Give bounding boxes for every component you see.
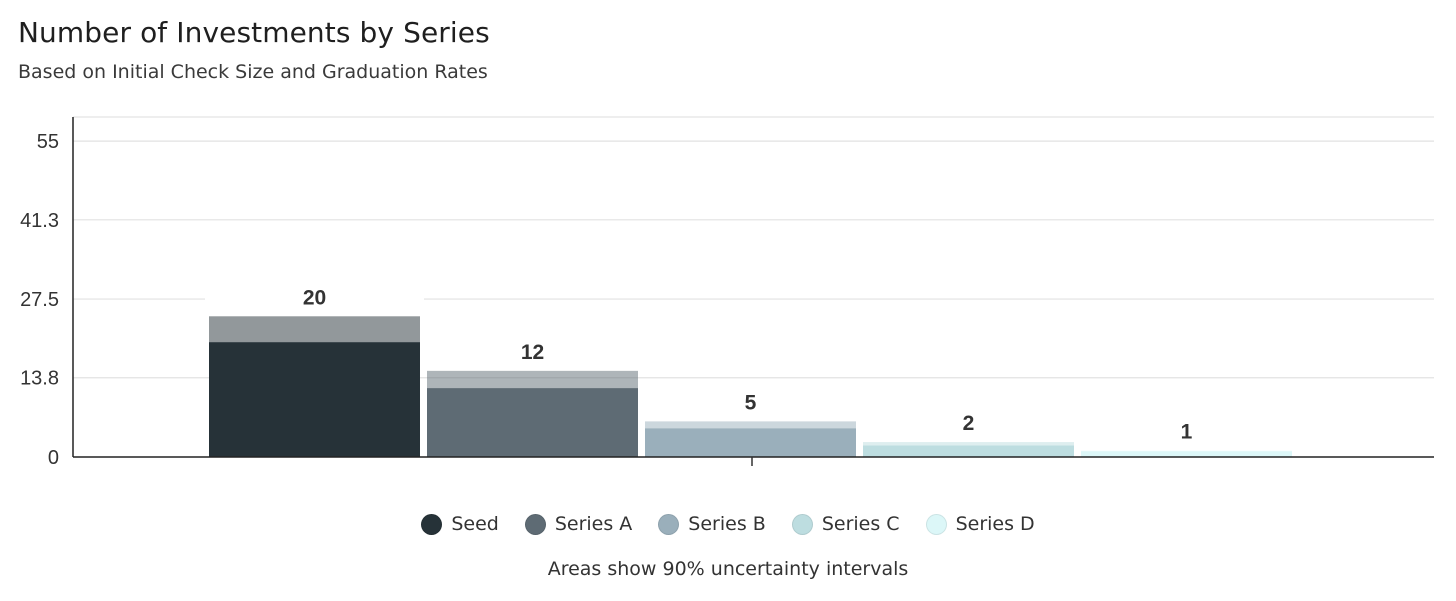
uncertainty-band-series-c (863, 442, 1074, 446)
chart-legend: Seed Series A Series B Series C Series D (0, 513, 1456, 535)
data-label-series-c: 2 (963, 412, 975, 435)
legend-item-series-c[interactable]: Series C (791, 513, 900, 535)
legend-label-seed: Seed (451, 513, 499, 535)
data-label-bg-seed (205, 278, 424, 309)
data-label-series-a: 12 (521, 341, 544, 364)
uncertainty-band-series-b (645, 421, 856, 429)
legend-swatch-series-b (658, 513, 680, 535)
bar-series-a (427, 388, 638, 457)
legend-label-series-b: Series B (688, 513, 766, 535)
chart-title: Number of Investments by Series (18, 16, 490, 49)
legend-item-series-b[interactable]: Series B (658, 513, 766, 535)
legend-item-series-a[interactable]: Series A (524, 513, 633, 535)
data-label-seed: 20 (303, 286, 326, 309)
bar-series-d (1081, 451, 1292, 457)
y-tick-label-1: 13.8 (20, 368, 59, 390)
bar-seed (209, 342, 420, 457)
legend-swatch-series-c (791, 513, 813, 535)
data-label-series-b: 5 (745, 391, 757, 414)
y-tick-label-3: 41.3 (20, 210, 59, 232)
chart-subtitle: Based on Initial Check Size and Graduati… (18, 61, 488, 83)
legend-label-series-c: Series C (821, 513, 900, 535)
chart-plot: 0 13.8 27.5 41.3 55 20 12 5 2 1 (20, 116, 1434, 469)
y-tick-label-4: 55 (37, 131, 59, 153)
legend-label-series-a: Series A (554, 513, 633, 535)
legend-item-series-d[interactable]: Series D (925, 513, 1035, 535)
legend-swatch-series-a (524, 513, 546, 535)
uncertainty-band-seed (209, 316, 420, 343)
legend-swatch-series-d (925, 513, 947, 535)
y-tick-label-2: 27.5 (20, 289, 59, 311)
bar-series-b (645, 428, 856, 457)
uncertainty-band-series-d (1081, 450, 1292, 452)
y-tick-label-0: 0 (48, 447, 59, 469)
legend-swatch-seed (421, 513, 443, 535)
bar-series-c (863, 445, 1074, 457)
data-label-series-d: 1 (1181, 421, 1193, 444)
legend-item-seed[interactable]: Seed (421, 513, 499, 535)
legend-label-series-d: Series D (955, 513, 1035, 535)
uncertainty-band-series-a (427, 370, 638, 389)
chart-footnote: Areas show 90% uncertainty intervals (547, 558, 909, 580)
